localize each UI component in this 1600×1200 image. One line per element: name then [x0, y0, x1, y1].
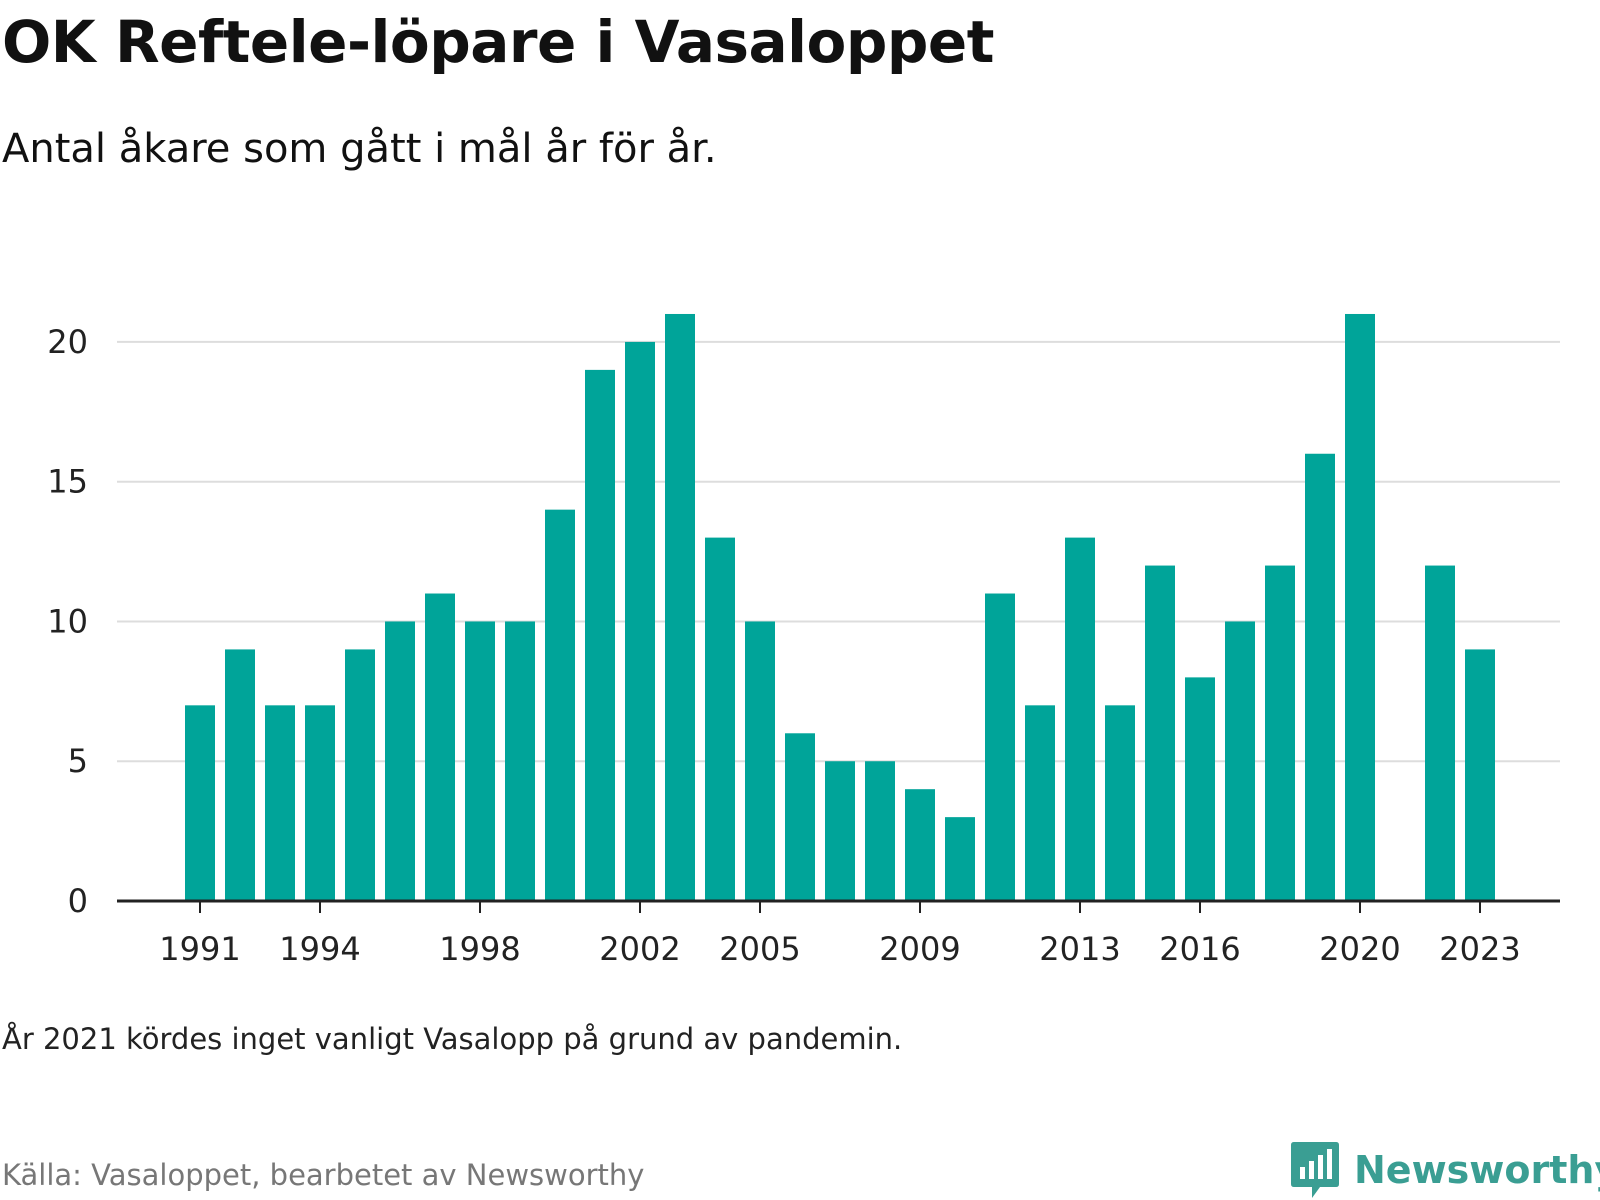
bar-1992 [225, 649, 255, 901]
bar-2007 [825, 761, 855, 901]
newsworthy-logo-text: Newsworthy [1354, 1148, 1600, 1192]
x-tick-label: 2016 [1159, 930, 1240, 968]
newsworthy-logo: Newsworthy [1290, 1140, 1600, 1200]
y-tick-label: 5 [68, 742, 88, 780]
x-tick-label: 2013 [1039, 930, 1120, 968]
x-tick-label: 2002 [599, 930, 680, 968]
bar-2019 [1305, 453, 1335, 901]
bar-2008 [865, 761, 895, 901]
y-tick-label: 10 [47, 602, 88, 640]
source-credit: Källa: Vasaloppet, bearbetet av Newswort… [2, 1158, 645, 1192]
bar-2002 [625, 341, 655, 901]
y-tick-label: 20 [47, 323, 88, 361]
bar-2006 [785, 733, 815, 901]
bar-1995 [345, 649, 375, 901]
bar-2016 [1185, 677, 1215, 901]
bar-2001 [585, 369, 615, 901]
bar-2022 [1425, 565, 1455, 901]
bar-1997 [425, 593, 455, 901]
bar-2005 [745, 621, 775, 901]
bar-2012 [1025, 705, 1055, 901]
x-tick-label: 2020 [1319, 930, 1400, 968]
bar-chart: 0 5 10 15 20 1991 1994 1998 2002 2005 2009 2013 2016… [47, 313, 1560, 968]
bar-1991 [185, 705, 215, 901]
x-tick-label: 1998 [439, 930, 520, 968]
bar-2014 [1105, 705, 1135, 901]
newsworthy-chart-bubble-icon [1291, 1142, 1339, 1198]
bar-1996 [385, 621, 415, 901]
bar-2004 [705, 537, 735, 901]
chart-title: OK Reftele-löpare i Vasaloppet [2, 8, 994, 76]
bar-2009 [905, 789, 935, 901]
bar-2011 [985, 593, 1015, 901]
x-tick-label: 1991 [159, 930, 240, 968]
y-tick-label: 0 [68, 882, 88, 920]
chart-note: År 2021 kördes inget vanligt Vasalopp på… [2, 1022, 903, 1056]
bar-2003 [665, 313, 695, 901]
bar-2013 [1065, 537, 1095, 901]
x-tick-label: 2023 [1439, 930, 1520, 968]
x-tick-label: 2009 [879, 930, 960, 968]
y-tick-label: 15 [47, 463, 88, 501]
bar-2000 [545, 509, 575, 901]
bar-1998 [465, 621, 495, 901]
bar-2015 [1145, 565, 1175, 901]
x-tick-label: 2005 [719, 930, 800, 968]
bar-2023 [1465, 649, 1495, 901]
x-tick-label: 1994 [279, 930, 360, 968]
bar-1994 [305, 705, 335, 901]
bar-1993 [265, 705, 295, 901]
chart-subtitle: Antal åkare som gått i mål år för år. [2, 126, 717, 172]
bar-2018 [1265, 565, 1295, 901]
bar-2017 [1225, 621, 1255, 901]
bar-1999 [505, 621, 535, 901]
bar-2010 [945, 817, 975, 901]
bar-2020 [1345, 313, 1375, 901]
